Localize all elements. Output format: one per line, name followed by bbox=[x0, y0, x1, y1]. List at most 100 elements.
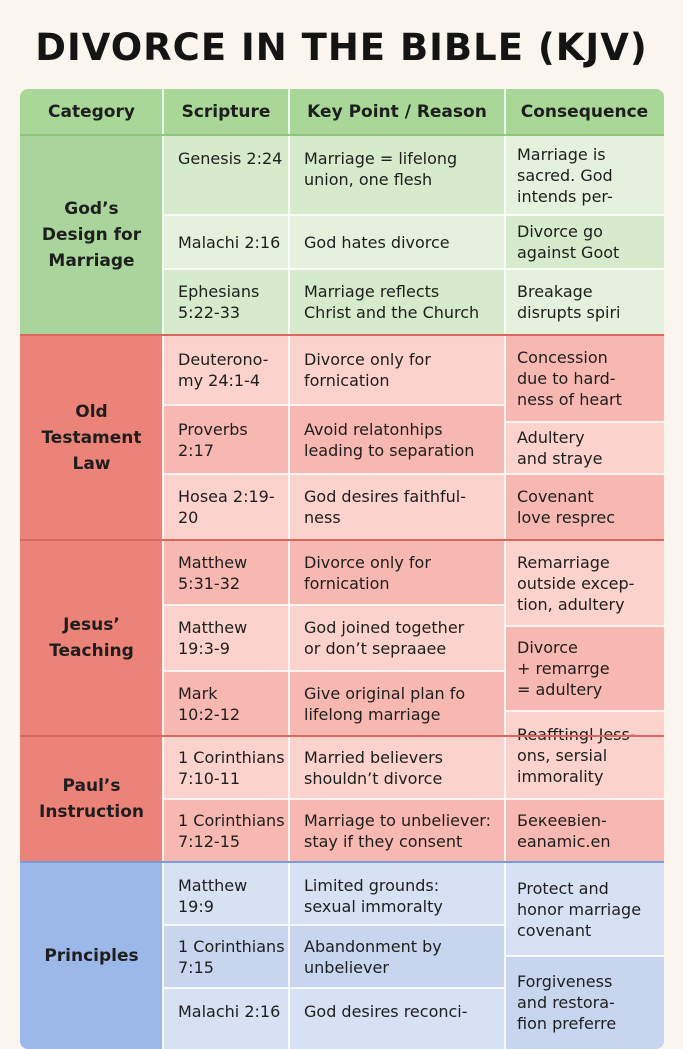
key-point-text: Marriage to unbeliever: bbox=[304, 810, 491, 830]
consequence-text: intends per- bbox=[517, 186, 613, 206]
category-label: Design for bbox=[41, 225, 142, 245]
category-label: Instruction bbox=[39, 802, 144, 822]
row-divider bbox=[505, 798, 664, 800]
column-divider bbox=[288, 89, 290, 1049]
category-label: Paul’s bbox=[62, 776, 121, 796]
key-point-cell: God joined together or don’t sepraaee bbox=[289, 605, 505, 671]
consequence-text: = adultery bbox=[517, 680, 603, 699]
consequence-text: and restora- bbox=[517, 993, 615, 1012]
category-cell: Principles bbox=[20, 862, 163, 1049]
scripture-reference: Deuterono- bbox=[178, 350, 269, 369]
scripture-reference: 2:17 bbox=[178, 440, 214, 460]
category-label: Marriage bbox=[48, 251, 135, 271]
column-divider bbox=[162, 89, 164, 1049]
key-point-text: unbeliever bbox=[304, 957, 389, 977]
scripture-reference: 1 Corinthians bbox=[178, 747, 285, 767]
consequence-text: ness of heart bbox=[517, 390, 622, 409]
key-point-text: Married believers bbox=[304, 747, 443, 767]
consequence-cell: Divorce + remarrge = adultery bbox=[505, 626, 664, 711]
section-divider bbox=[20, 334, 664, 336]
row-divider bbox=[163, 670, 505, 672]
scripture-cell: 1 Corinthians 7:12-15 bbox=[163, 799, 289, 862]
row-divider bbox=[505, 473, 664, 475]
consequence-cell: Concession due to hard-ness of heart bbox=[505, 335, 664, 422]
row-divider bbox=[163, 473, 505, 475]
consequence-text: Divorce bbox=[517, 638, 578, 657]
consequence-text: Concession bbox=[517, 348, 608, 367]
row-divider bbox=[163, 214, 505, 216]
section-divider bbox=[20, 539, 664, 541]
consequence-cell: Breakage disrupts spiri bbox=[505, 269, 664, 335]
key-point-cell: God hates divorce bbox=[289, 215, 505, 269]
column-header-label: Category bbox=[48, 101, 135, 122]
key-point-text: God desires reconci- bbox=[304, 1002, 468, 1021]
consequence-text: Reafftingl Jess- bbox=[517, 724, 636, 744]
scripture-reference: Ephesians bbox=[178, 282, 260, 301]
consequence-text: disrupts spiri bbox=[517, 303, 621, 322]
column-header: Category bbox=[20, 89, 163, 135]
scripture-reference: 7:15 bbox=[178, 957, 214, 977]
consequence-text: honor marriage bbox=[517, 899, 642, 919]
row-divider bbox=[163, 798, 505, 800]
column-header-label: Consequence bbox=[520, 101, 649, 122]
scripture-cell: Matthew 5:31-32 bbox=[163, 540, 289, 605]
scripture-reference: 5:22-33 bbox=[178, 303, 241, 322]
key-point-text: fornication bbox=[304, 371, 390, 390]
key-point-cell: Marriage reflects Christ and the Church bbox=[289, 269, 505, 335]
scripture-cell: Malachi 2:16 bbox=[163, 215, 289, 269]
consequence-text: Marriage is bbox=[517, 144, 606, 164]
key-point-text: stay if they consent bbox=[304, 831, 463, 851]
consequence-text: immorality bbox=[517, 766, 604, 786]
key-point-text: union, one flesh bbox=[304, 170, 433, 189]
key-point-text: fornication bbox=[304, 573, 390, 593]
consequence-cell: Remarriage outside excep-tion, adultery bbox=[505, 540, 664, 626]
category-cell: Old Testament Law bbox=[20, 335, 163, 540]
section-divider bbox=[20, 134, 664, 136]
consequence-text: eanamic.en bbox=[517, 831, 611, 851]
consequence-text: Protect and bbox=[517, 878, 609, 898]
row-divider bbox=[163, 987, 505, 989]
key-point-text: leading to separation bbox=[304, 440, 475, 460]
row-divider bbox=[505, 625, 664, 627]
consequence-text: Бeкeeвien- bbox=[517, 810, 607, 830]
key-point-cell: Marriage = lifelong union, one flesh bbox=[289, 135, 505, 215]
column-header-label: Key Point / Reason bbox=[307, 101, 487, 122]
scripture-reference: Mark bbox=[178, 683, 218, 703]
category-label: Teaching bbox=[49, 641, 134, 661]
consequence-text: outside excep- bbox=[517, 573, 635, 593]
column-divider bbox=[504, 89, 506, 1049]
scripture-reference: 1 Corinthians bbox=[178, 936, 285, 956]
scripture-cell: Proverbs 2:17 bbox=[163, 405, 289, 474]
key-point-text: shouldn’t divorce bbox=[304, 768, 443, 788]
key-point-text: God joined together bbox=[304, 618, 465, 637]
row-divider bbox=[505, 955, 664, 957]
scripture-cell: Deuterono-my 24:1-4 bbox=[163, 335, 289, 405]
consequence-text: + remarrge bbox=[517, 659, 610, 678]
key-point-text: or don’t sepraaee bbox=[304, 639, 447, 658]
row-divider bbox=[505, 710, 664, 712]
column-header: Consequence bbox=[505, 89, 664, 135]
scripture-cell: Hosea 2:19- 20 bbox=[163, 474, 289, 540]
consequence-cell: Forgiveness and restora-fion preferre bbox=[505, 956, 664, 1049]
row-divider bbox=[163, 268, 505, 270]
category-label: Jesus’ bbox=[63, 615, 120, 635]
scripture-cell: Matthew 19:9 bbox=[163, 862, 289, 925]
row-divider bbox=[163, 404, 505, 406]
key-point-cell: Abandonment by unbeliever bbox=[289, 925, 505, 988]
key-point-text: Avoid relatonhips bbox=[304, 419, 443, 439]
scripture-reference: Matthew bbox=[178, 552, 248, 572]
scripture-reference: Malachi 2:16 bbox=[178, 232, 281, 252]
row-divider bbox=[505, 214, 664, 216]
scripture-cell: Genesis 2:24 bbox=[163, 135, 289, 215]
key-point-text: Divorce only for bbox=[304, 552, 431, 572]
row-divider bbox=[163, 604, 505, 606]
category-label: God’s bbox=[64, 199, 119, 219]
consequence-text: Forgiveness bbox=[517, 972, 613, 991]
category-label: Law bbox=[72, 453, 111, 474]
key-point-text: sexual immoralty bbox=[304, 897, 443, 916]
category-cell: Paul’s Instruction bbox=[20, 736, 163, 862]
scripture-cell: Malachi 2:16 bbox=[163, 988, 289, 1049]
category-cell: Jesus’ Teaching bbox=[20, 540, 163, 736]
scripture-reference: Genesis 2:24 bbox=[178, 149, 283, 168]
key-point-text: God hates divorce bbox=[304, 232, 450, 252]
